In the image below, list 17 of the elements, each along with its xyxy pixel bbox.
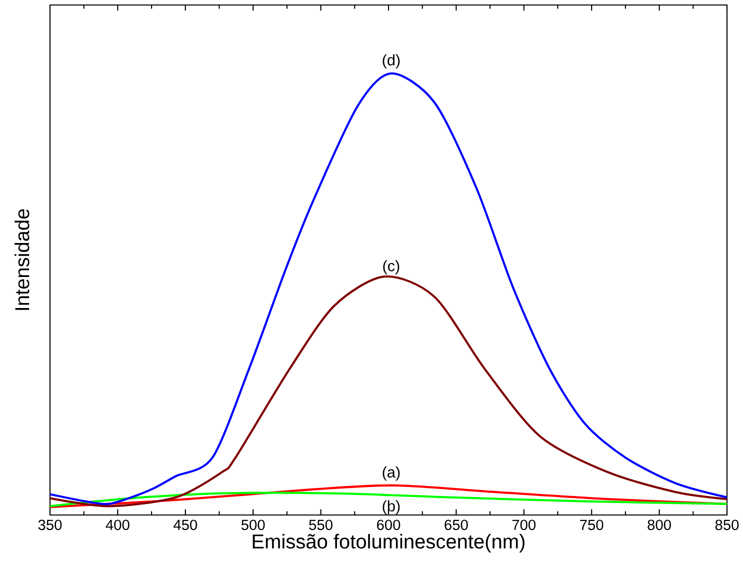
x-tick-label: 650 (444, 520, 468, 530)
x-tick-label: 500 (241, 520, 265, 530)
x-tick-label: 400 (106, 520, 130, 530)
x-tick-label: 800 (648, 520, 671, 530)
x-axis-title: Emissão fotoluminescente(nm) (252, 534, 524, 553)
x-tick-label: 450 (174, 520, 198, 530)
y-axis-title: Intensidade (14, 209, 30, 310)
annotation: (a) (382, 466, 400, 481)
x-tick-label: 750 (580, 520, 604, 530)
x-tick-label: 550 (309, 520, 332, 530)
x-tick-label: 850 (715, 520, 739, 530)
annotation: (b) (382, 500, 400, 515)
x-tick-label: 600 (377, 520, 400, 530)
annotation: (c) (383, 260, 400, 274)
x-tick-label: 700 (512, 520, 536, 530)
x-tick-label: 350 (38, 520, 62, 530)
text: (d) (382, 54, 400, 69)
